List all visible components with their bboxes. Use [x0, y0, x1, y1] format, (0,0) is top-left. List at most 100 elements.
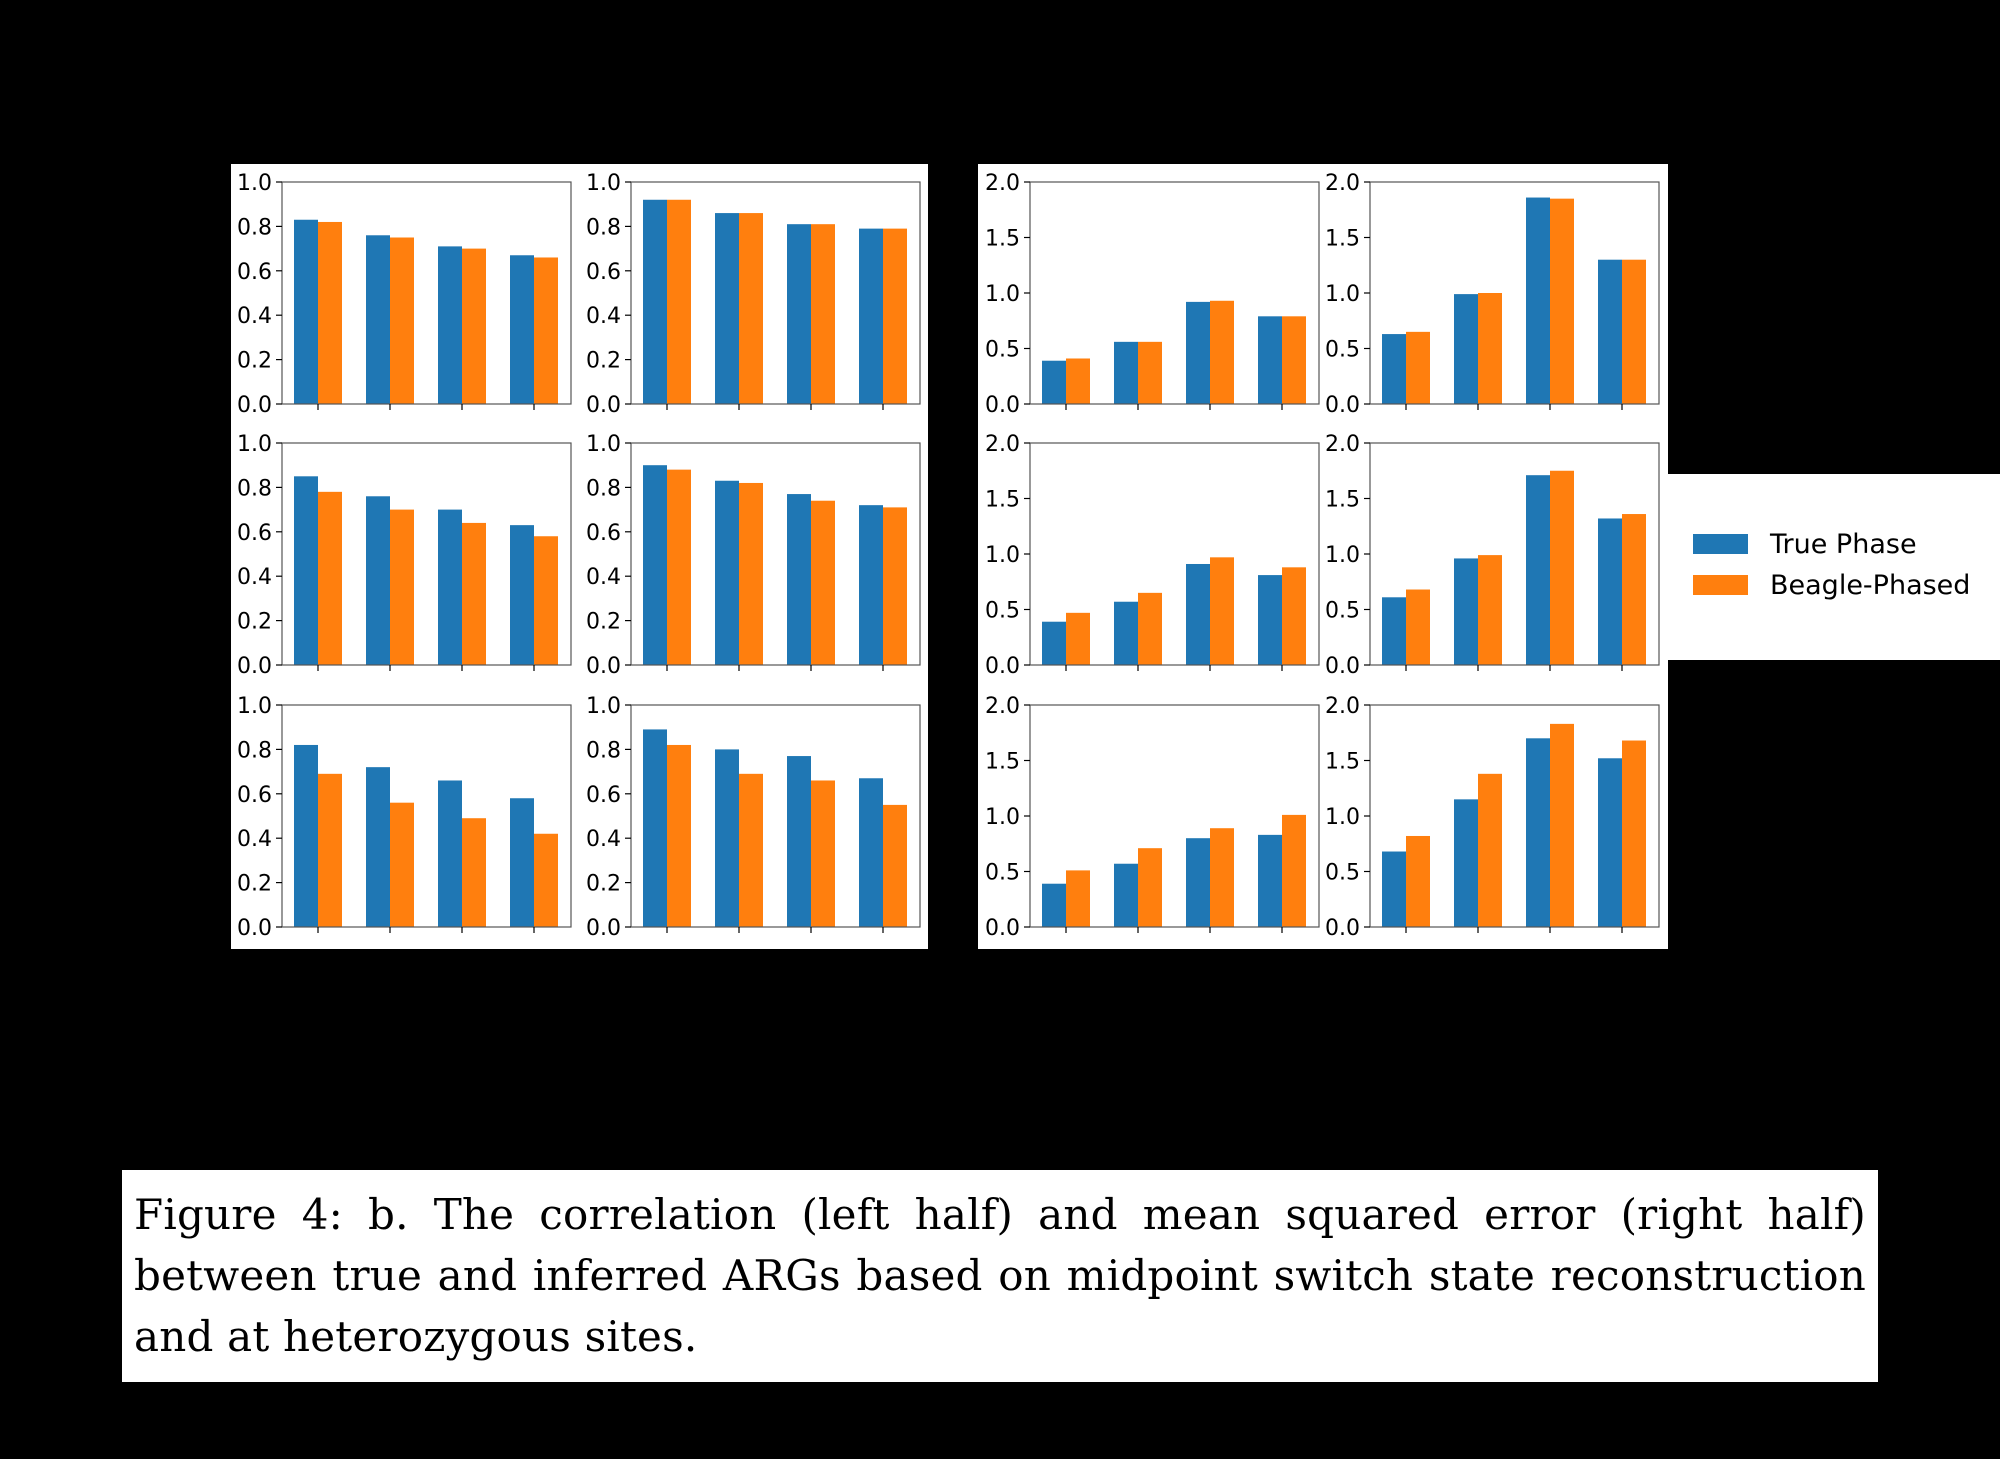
bar-beagle-phased-2 [390, 802, 414, 927]
y-tick-label: 1.0 [985, 543, 1020, 568]
bar-true-phase-2 [1454, 294, 1478, 404]
bar-true-phase-4 [1258, 575, 1282, 665]
y-tick-label: 0.5 [1325, 861, 1360, 886]
bar-beagle-phased-4 [534, 833, 558, 927]
y-tick-label: 1.5 [985, 488, 1020, 513]
axes-frame [281, 442, 572, 666]
subplot-3-2: 0.0 0.2 0.4 0.6 0.8 1.0 [586, 694, 921, 941]
bar-beagle-phased-2 [1138, 341, 1162, 404]
y-tick-label: 0.8 [237, 476, 272, 501]
bar-beagle-phased-4 [883, 228, 907, 404]
bar-beagle-phased-1 [1066, 870, 1090, 927]
bar-beagle-phased-3 [462, 248, 486, 404]
bar-true-phase-2 [1114, 863, 1138, 927]
bar-true-phase-3 [438, 780, 462, 927]
y-tick-label: 1.5 [1325, 227, 1360, 252]
y-tick-label: 0.6 [237, 260, 272, 285]
bar-beagle-phased-1 [1406, 835, 1430, 927]
bar-beagle-phased-1 [318, 221, 342, 404]
bar-true-phase-4 [859, 228, 883, 404]
legend-swatch-true-phase [1693, 534, 1748, 554]
y-tick-label: 1.0 [237, 171, 272, 196]
y-tick-label: 1.0 [1325, 805, 1360, 830]
figure-caption: Figure 4: b. The correlation (left half)… [122, 1170, 1878, 1382]
legend-swatch-beagle-phased [1693, 575, 1748, 595]
subplot-3-3: 0.0 0.5 1.0 1.5 2.0 [985, 694, 1320, 941]
bar-true-phase-3 [1186, 563, 1210, 665]
bar-true-phase-3 [787, 756, 811, 927]
y-tick-label: 0.2 [586, 349, 621, 374]
y-tick-label: 0.8 [586, 476, 621, 501]
bar-true-phase-1 [643, 465, 667, 665]
y-tick-label: 1.0 [586, 171, 621, 196]
y-tick-label: 0.5 [985, 338, 1020, 363]
bar-beagle-phased-2 [1138, 848, 1162, 927]
axes-frame [630, 442, 921, 666]
bar-beagle-phased-1 [1406, 331, 1430, 404]
y-tick-label: 1.0 [985, 282, 1020, 307]
bar-true-phase-1 [1042, 883, 1066, 927]
bar-true-phase-3 [787, 224, 811, 404]
bar-true-phase-3 [438, 509, 462, 665]
bar-beagle-phased-3 [811, 500, 835, 665]
bar-true-phase-2 [715, 749, 739, 927]
y-tick-label: 0.5 [985, 599, 1020, 624]
y-tick-label: 1.5 [1325, 488, 1360, 513]
y-tick-label: 0.2 [237, 872, 272, 897]
bar-true-phase-1 [1382, 597, 1406, 665]
bar-beagle-phased-1 [1066, 612, 1090, 665]
bar-true-phase-4 [859, 505, 883, 665]
subplot-2-3: 0.0 0.5 1.0 1.5 2.0 [985, 432, 1320, 679]
bar-true-phase-4 [1598, 758, 1622, 927]
bar-true-phase-2 [715, 213, 739, 404]
legend-label-beagle-phased: Beagle-Phased [1770, 569, 1971, 601]
bar-beagle-phased-1 [318, 491, 342, 665]
bar-beagle-phased-3 [1550, 470, 1574, 665]
y-tick-label: 0.2 [237, 349, 272, 374]
bar-beagle-phased-3 [811, 780, 835, 927]
bar-beagle-phased-1 [667, 469, 691, 665]
bar-beagle-phased-2 [739, 213, 763, 404]
bar-true-phase-3 [1526, 475, 1550, 665]
y-tick-label: 1.0 [237, 432, 272, 457]
bar-true-phase-1 [1042, 621, 1066, 665]
bar-true-phase-2 [366, 767, 390, 927]
legend-label-true-phase: True Phase [1770, 528, 1917, 560]
bar-beagle-phased-3 [1550, 723, 1574, 927]
axes-frame [281, 704, 572, 928]
axes-frame [281, 181, 572, 405]
y-tick-label: 0.2 [586, 610, 621, 635]
bar-true-phase-3 [1186, 838, 1210, 927]
y-tick-label: 2.0 [1325, 694, 1360, 719]
y-tick-label: 1.0 [586, 432, 621, 457]
bar-true-phase-2 [366, 496, 390, 665]
bar-beagle-phased-2 [739, 773, 763, 927]
bar-beagle-phased-4 [1622, 259, 1646, 404]
bar-true-phase-3 [1186, 301, 1210, 404]
y-tick-label: 1.0 [1325, 282, 1360, 307]
bar-beagle-phased-2 [1478, 555, 1502, 665]
caption-text: Figure 4: b. The correlation (left half)… [134, 1190, 1866, 1361]
bar-beagle-phased-1 [667, 744, 691, 927]
bar-beagle-phased-2 [1138, 592, 1162, 665]
subplot-1-2: 0.0 0.2 0.4 0.6 0.8 1.0 [586, 171, 921, 418]
subplot-1-3: 0.0 0.5 1.0 1.5 2.0 [985, 171, 1320, 418]
y-tick-label: 0.5 [1325, 338, 1360, 363]
bar-true-phase-4 [1258, 834, 1282, 927]
y-tick-label: 2.0 [1325, 432, 1360, 457]
bar-true-phase-2 [715, 480, 739, 665]
bar-true-phase-4 [510, 798, 534, 927]
axes-frame [630, 181, 921, 405]
axes-frame [630, 704, 921, 928]
bar-beagle-phased-1 [667, 199, 691, 404]
bar-beagle-phased-3 [811, 224, 835, 404]
y-tick-label: 0.8 [237, 215, 272, 240]
bar-beagle-phased-4 [1282, 316, 1306, 404]
bar-beagle-phased-2 [1478, 293, 1502, 404]
y-tick-label: 0.0 [237, 393, 272, 418]
bar-true-phase-1 [294, 744, 318, 927]
bar-true-phase-4 [510, 255, 534, 404]
y-tick-label: 0.8 [237, 738, 272, 763]
bar-true-phase-4 [1598, 259, 1622, 404]
y-tick-label: 0.6 [237, 521, 272, 546]
